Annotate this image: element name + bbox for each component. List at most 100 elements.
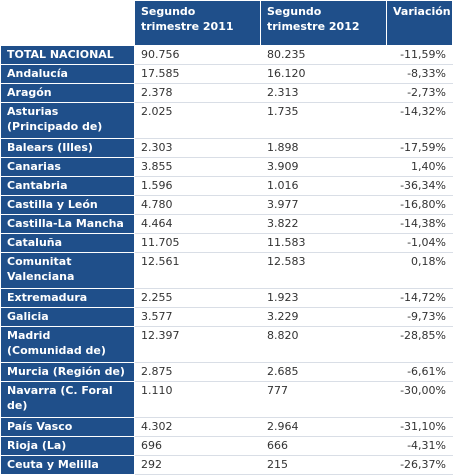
variation-cell: 0,18% — [386, 252, 453, 289]
value-2011-cell: 1.110 — [134, 381, 261, 418]
value-2012-cell: 2.313 — [260, 83, 387, 103]
region-cell: Castilla y León — [0, 195, 135, 215]
value-2011-cell: 90.756 — [134, 45, 261, 65]
region-cell: Madrid (Comunidad de) — [0, 326, 135, 363]
value-2012-cell: 666 — [260, 436, 387, 456]
table-row: Cataluña 11.705 11.583 -1,04% — [0, 233, 453, 253]
value-2011-cell: 2.378 — [134, 83, 261, 103]
value-2011-cell: 292 — [134, 455, 261, 475]
table-header: Segundo trimestre 2011 Segundo trimestre… — [0, 0, 453, 46]
table-row: Aragón 2.378 2.313 -2,73% — [0, 83, 453, 103]
variation-cell: -6,61% — [386, 362, 453, 382]
table-row: Canarias 3.855 3.909 1,40% — [0, 157, 453, 177]
value-2012-cell: 1.735 — [260, 102, 387, 139]
table-body: TOTAL NACIONAL 90.756 80.235 -11,59% Andaluc… — [0, 45, 453, 475]
header-2012: Segundo trimestre 2012 — [260, 0, 387, 46]
variation-cell: -30,00% — [386, 381, 453, 418]
variation-cell: -16,80% — [386, 195, 453, 215]
header-row: Segundo trimestre 2011 Segundo trimestre… — [0, 0, 453, 46]
table-row: Comunitat Valenciana 12.561 12.583 0,18% — [0, 252, 453, 289]
table-row: Navarra (C. Foral de) 1.110 777 -30,00% — [0, 381, 453, 418]
variation-cell: -2,73% — [386, 83, 453, 103]
region-cell: Galicia — [0, 307, 135, 327]
value-2012-cell: 3.977 — [260, 195, 387, 215]
table-row: País Vasco 4.302 2.964 -31,10% — [0, 417, 453, 437]
table-row: Galicia 3.577 3.229 -9,73% — [0, 307, 453, 327]
table-row: Castilla y León 4.780 3.977 -16,80% — [0, 195, 453, 215]
region-cell: Asturias (Principado de) — [0, 102, 135, 139]
variation-cell: -26,37% — [386, 455, 453, 475]
value-2011-cell: 12.397 — [134, 326, 261, 363]
variation-cell: -31,10% — [386, 417, 453, 437]
variation-cell: -14,38% — [386, 214, 453, 234]
region-cell: Balears (Illes) — [0, 138, 135, 158]
value-2011-cell: 696 — [134, 436, 261, 456]
table-row: Andalucía 17.585 16.120 -8,33% — [0, 64, 453, 84]
value-2011-cell: 2.303 — [134, 138, 261, 158]
table-row: Rioja (La) 696 666 -4,31% — [0, 436, 453, 456]
value-2012-cell: 215 — [260, 455, 387, 475]
variation-cell: -9,73% — [386, 307, 453, 327]
value-2011-cell: 4.780 — [134, 195, 261, 215]
header-variacion: Variación — [386, 0, 453, 46]
variation-cell: 1,40% — [386, 157, 453, 177]
value-2012-cell: 16.120 — [260, 64, 387, 84]
region-cell: Murcia (Región de) — [0, 362, 135, 382]
variation-cell: -28,85% — [386, 326, 453, 363]
value-2011-cell: 12.561 — [134, 252, 261, 289]
value-2011-cell: 2.025 — [134, 102, 261, 139]
region-cell: Andalucía — [0, 64, 135, 84]
variation-cell: -4,31% — [386, 436, 453, 456]
table-row: Asturias (Principado de) 2.025 1.735 -14,32… — [0, 102, 453, 139]
header-2011: Segundo trimestre 2011 — [134, 0, 261, 46]
value-2012-cell: 3.229 — [260, 307, 387, 327]
region-cell: Cantabria — [0, 176, 135, 196]
value-2012-cell: 11.583 — [260, 233, 387, 253]
value-2011-cell: 4.302 — [134, 417, 261, 437]
variation-cell: -11,59% — [386, 45, 453, 65]
value-2012-cell: 1.923 — [260, 288, 387, 308]
region-cell: Extremadura — [0, 288, 135, 308]
header-blank — [0, 0, 135, 46]
value-2012-cell: 1.016 — [260, 176, 387, 196]
region-cell: TOTAL NACIONAL — [0, 45, 135, 65]
table-row: TOTAL NACIONAL 90.756 80.235 -11,59% — [0, 45, 453, 65]
value-2011-cell: 4.464 — [134, 214, 261, 234]
table-row: Murcia (Región de) 2.875 2.685 -6,61% — [0, 362, 453, 382]
value-2012-cell: 1.898 — [260, 138, 387, 158]
variation-cell: -8,33% — [386, 64, 453, 84]
region-cell: Canarias — [0, 157, 135, 177]
value-2012-cell: 2.685 — [260, 362, 387, 382]
value-2011-cell: 2.255 — [134, 288, 261, 308]
value-2011-cell: 3.855 — [134, 157, 261, 177]
region-cell: Castilla-La Mancha — [0, 214, 135, 234]
region-cell: Aragón — [0, 83, 135, 103]
value-2012-cell: 3.822 — [260, 214, 387, 234]
region-cell: País Vasco — [0, 417, 135, 437]
table-row: Balears (Illes) 2.303 1.898 -17,59% — [0, 138, 453, 158]
value-2012-cell: 8.820 — [260, 326, 387, 363]
value-2012-cell: 2.964 — [260, 417, 387, 437]
variation-cell: -1,04% — [386, 233, 453, 253]
region-cell: Ceuta y Melilla — [0, 455, 135, 475]
value-2011-cell: 11.705 — [134, 233, 261, 253]
value-2012-cell: 12.583 — [260, 252, 387, 289]
variation-cell: -17,59% — [386, 138, 453, 158]
variation-cell: -14,32% — [386, 102, 453, 139]
value-2012-cell: 3.909 — [260, 157, 387, 177]
variation-cell: -14,72% — [386, 288, 453, 308]
region-cell: Navarra (C. Foral de) — [0, 381, 135, 418]
table-row: Ceuta y Melilla 292 215 -26,37% — [0, 455, 453, 475]
table-row: Castilla-La Mancha 4.464 3.822 -14,38% — [0, 214, 453, 234]
value-2011-cell: 3.577 — [134, 307, 261, 327]
table-row: Extremadura 2.255 1.923 -14,72% — [0, 288, 453, 308]
region-cell: Rioja (La) — [0, 436, 135, 456]
region-cell: Cataluña — [0, 233, 135, 253]
table-row: Madrid (Comunidad de) 12.397 8.820 -28,85% — [0, 326, 453, 363]
variation-cell: -36,34% — [386, 176, 453, 196]
value-2011-cell: 17.585 — [134, 64, 261, 84]
value-2011-cell: 1.596 — [134, 176, 261, 196]
region-cell: Comunitat Valenciana — [0, 252, 135, 289]
table-row: Cantabria 1.596 1.016 -36,34% — [0, 176, 453, 196]
